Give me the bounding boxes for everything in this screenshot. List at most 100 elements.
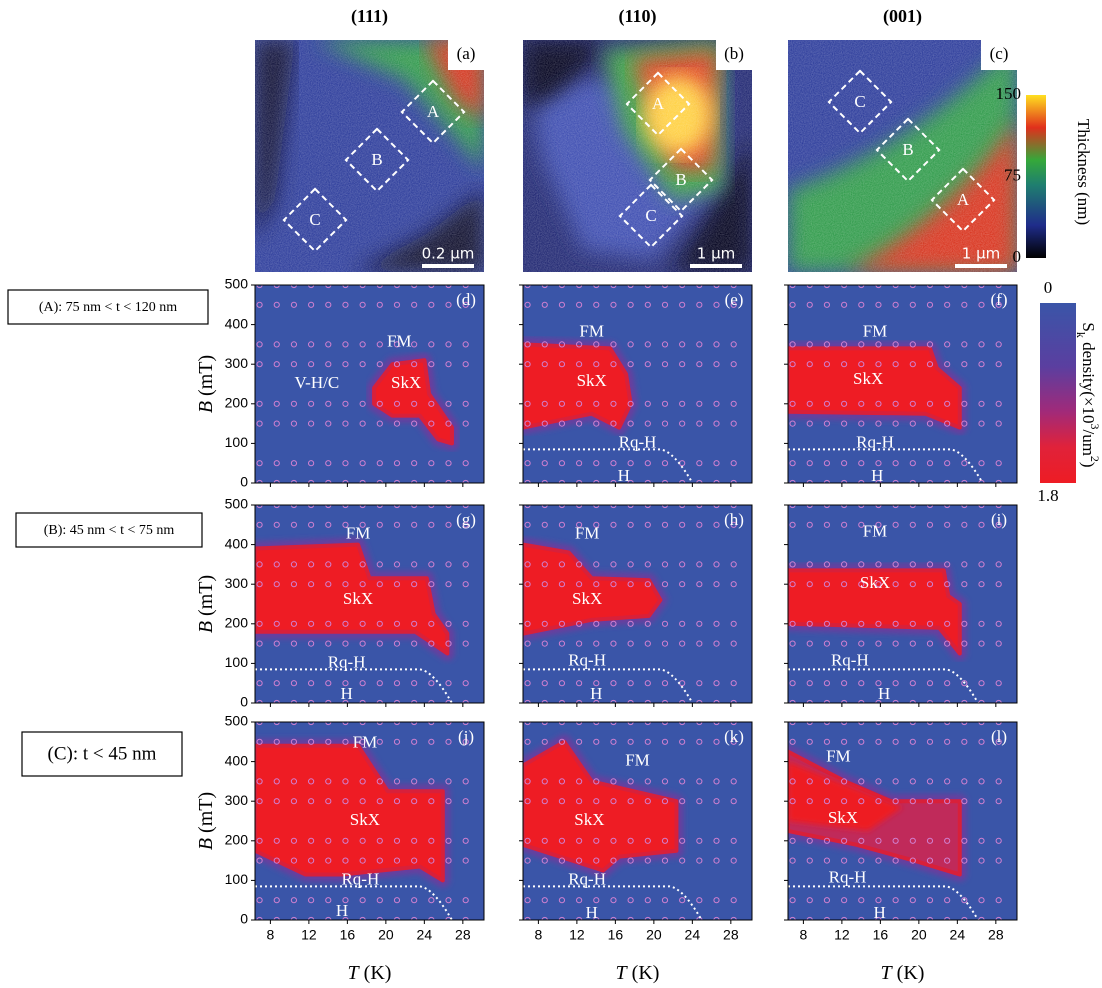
measurement-point [875, 640, 882, 647]
measurement-point [892, 837, 899, 844]
measurement-point [558, 897, 566, 904]
panel-frame [254, 284, 485, 484]
measurement-point [926, 581, 934, 588]
measurement-point [944, 798, 951, 805]
measurement-point [730, 680, 737, 687]
measurement-point [342, 680, 349, 687]
measurement-point [428, 798, 435, 805]
measurement-point [325, 916, 332, 920]
phase-label: H [618, 466, 630, 485]
label-part: 3 [1088, 423, 1102, 429]
column-title: (111) [351, 6, 388, 27]
measurement-point [892, 857, 899, 864]
measurement-point [995, 301, 1002, 308]
measurement-point [393, 620, 401, 627]
measurement-point [696, 620, 703, 627]
measurement-point [806, 561, 813, 568]
measurement-point [909, 837, 916, 844]
measurement-point [445, 916, 452, 920]
panel-letter: (b) [724, 44, 744, 63]
phase-label: H [340, 684, 352, 703]
measurement-point [541, 285, 548, 289]
phase-label: FM [575, 524, 600, 543]
y-axis-label: B (mT) [195, 355, 217, 413]
measurement-point [978, 505, 985, 509]
label-part: S [1079, 322, 1098, 331]
measurement-point [462, 916, 469, 920]
measurement-point [823, 581, 831, 588]
y-tick-label: 100 [225, 434, 249, 450]
measurement-point [325, 561, 332, 568]
measurement-point [858, 837, 865, 844]
measurement-point [359, 285, 366, 289]
measurement-point [576, 699, 583, 703]
y-tick-label: 100 [225, 871, 249, 887]
measurement-point [576, 916, 583, 920]
measurement-point [524, 505, 531, 509]
skx-region [255, 542, 450, 656]
measurement-point [462, 341, 469, 348]
measurement-point [661, 916, 669, 920]
measurement-point [978, 301, 985, 308]
measurement-point [627, 897, 634, 904]
measurement-point [909, 561, 916, 568]
measurement-point [576, 285, 583, 289]
measurement-point [290, 460, 298, 467]
measurement-point [273, 400, 280, 407]
measurement-point [661, 285, 669, 289]
measurement-point [593, 778, 600, 785]
measurement-point [806, 680, 813, 687]
measurement-point [359, 640, 366, 647]
measurement-point [290, 857, 298, 864]
panel-letter: (j) [458, 727, 474, 746]
measurement-point [789, 561, 796, 568]
measurement-point [541, 699, 548, 703]
measurement-point [961, 916, 968, 920]
measurement-point [290, 341, 298, 348]
measurement-point [376, 505, 383, 509]
panel-letter: (e) [725, 290, 744, 309]
measurement-point [411, 341, 418, 348]
measurement-point [593, 581, 600, 588]
measurement-point [541, 620, 548, 627]
measurement-point [841, 301, 848, 308]
measurement-point [909, 620, 916, 627]
measurement-point [696, 400, 703, 407]
measurement-point [926, 738, 934, 745]
measurement-point [273, 738, 280, 745]
panel-content [788, 722, 1017, 920]
y-tick-label: 300 [225, 575, 249, 591]
measurement-point [841, 400, 848, 407]
measurement-point [679, 738, 686, 745]
measurement-point [679, 400, 686, 407]
measurement-point [713, 285, 720, 289]
measurement-point [661, 837, 669, 844]
measurement-point [696, 420, 703, 427]
panel-letter-bg [716, 40, 752, 70]
measurement-point [909, 680, 916, 687]
measurement-point [610, 916, 617, 920]
measurement-point [806, 505, 813, 509]
measurement-point [841, 505, 848, 509]
measurement-point [541, 778, 548, 785]
measurement-point [713, 341, 720, 348]
measurement-point [661, 521, 669, 528]
measurement-point [325, 400, 332, 407]
phase-label: FM [387, 331, 412, 350]
measurement-point [944, 521, 951, 528]
measurement-point [892, 620, 899, 627]
measurement-point [926, 620, 934, 627]
measurement-point [445, 798, 452, 805]
measurement-point [978, 620, 985, 627]
measurement-point [610, 897, 617, 904]
measurement-point [610, 361, 617, 368]
measurement-point [558, 505, 566, 509]
colorbar-tick: 0 [1013, 247, 1022, 266]
measurement-point [541, 837, 548, 844]
row-box [15, 512, 203, 548]
measurement-point [841, 680, 848, 687]
measurement-point [909, 400, 916, 407]
measurement-point [713, 505, 720, 509]
measurement-point [256, 837, 263, 844]
measurement-point [541, 420, 548, 427]
